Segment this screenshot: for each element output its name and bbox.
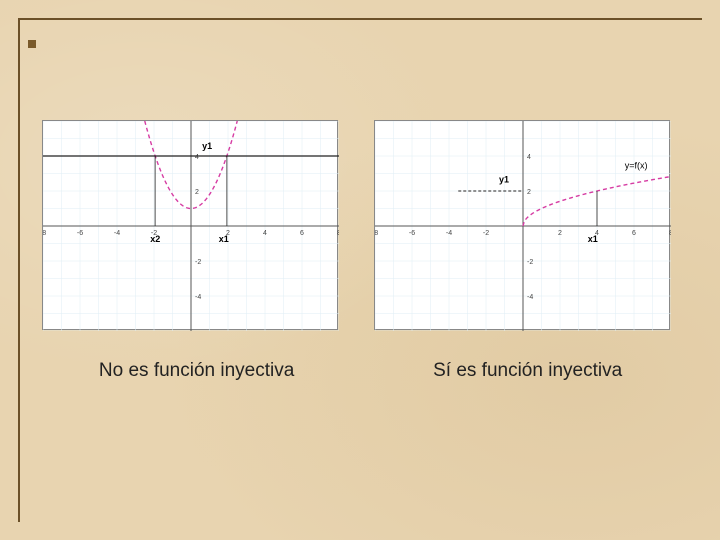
slide-frame-tick: [28, 40, 36, 48]
svg-text:2: 2: [558, 230, 562, 237]
captions-row: No es función inyectiva Sí es función in…: [42, 360, 672, 382]
svg-text:x1: x1: [588, 234, 598, 244]
svg-text:8: 8: [337, 230, 339, 237]
charts-row: -8-6-4-22468-4-224y1x2x1 -8-6-4-22468-4-…: [42, 120, 670, 330]
svg-text:2: 2: [195, 189, 199, 196]
svg-text:2: 2: [527, 189, 531, 196]
svg-text:-2: -2: [195, 259, 201, 266]
svg-text:-4: -4: [114, 230, 120, 237]
slide-frame-top: [18, 18, 702, 20]
svg-text:-6: -6: [77, 230, 83, 237]
svg-text:4: 4: [263, 230, 267, 237]
svg-text:y1: y1: [499, 174, 509, 184]
svg-text:4: 4: [527, 154, 531, 161]
svg-text:-4: -4: [446, 230, 452, 237]
svg-text:-2: -2: [483, 230, 489, 237]
svg-text:-2: -2: [527, 259, 533, 266]
svg-text:-8: -8: [375, 230, 378, 237]
chart-left: -8-6-4-22468-4-224y1x2x1: [42, 120, 338, 330]
svg-text:6: 6: [300, 230, 304, 237]
caption-right: Sí es función inyectiva: [383, 360, 672, 382]
svg-text:6: 6: [632, 230, 636, 237]
svg-text:y1: y1: [202, 141, 212, 151]
svg-text:-8: -8: [43, 230, 46, 237]
svg-text:-6: -6: [409, 230, 415, 237]
chart-right: -8-6-4-22468-4-224y1y=f(x)x1: [374, 120, 670, 330]
svg-text:8: 8: [669, 230, 671, 237]
svg-text:-4: -4: [195, 294, 201, 301]
svg-text:4: 4: [195, 154, 199, 161]
svg-text:x2: x2: [150, 234, 160, 244]
svg-text:x1: x1: [219, 234, 229, 244]
svg-text:y=f(x): y=f(x): [625, 160, 648, 170]
caption-left: No es función inyectiva: [42, 360, 331, 382]
svg-text:-4: -4: [527, 294, 533, 301]
slide-frame-left: [18, 18, 20, 522]
